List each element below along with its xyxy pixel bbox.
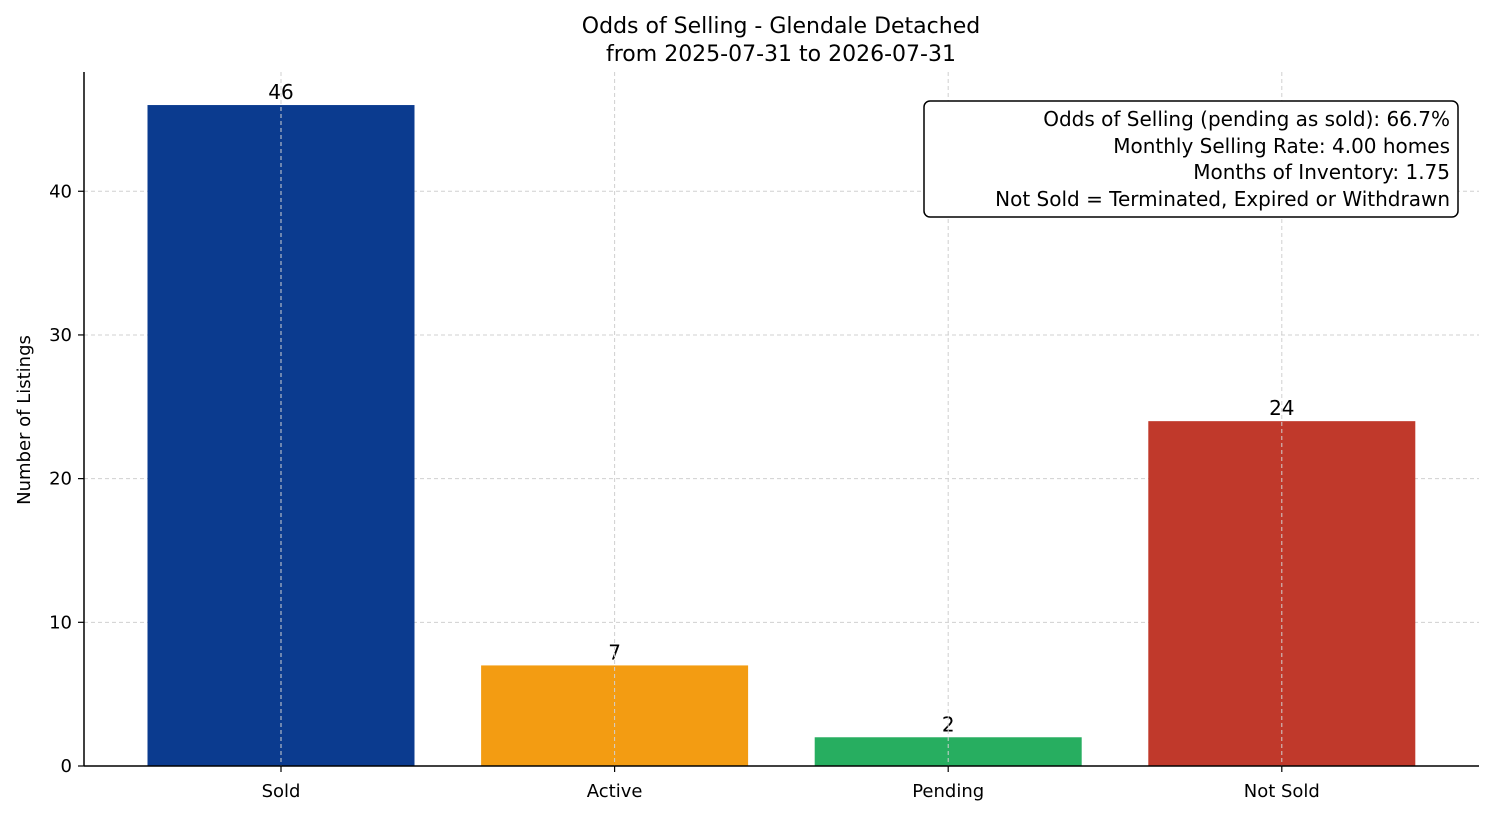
chart-subtitle: from 2025-07-31 to 2026-07-31 [606,42,956,67]
annotation-line: Odds of Selling (pending as sold): 66.7% [1043,107,1450,131]
y-tick-label: 0 [61,756,72,777]
x-tick-label: Not Sold [1244,781,1320,802]
bar-value-label: 7 [608,640,621,664]
bar [147,105,415,767]
y-tick-label: 10 [49,612,72,633]
chart-title: Odds of Selling - Glendale Detached [582,14,980,39]
x-tick-label: Active [587,781,643,802]
annotation-line: Not Sold = Terminated, Expired or Withdr… [995,187,1450,211]
annotation-line: Monthly Selling Rate: 4.00 homes [1113,134,1450,158]
y-tick-label: 30 [49,325,72,346]
y-tick-label: 40 [49,181,72,202]
annotation-line: Months of Inventory: 1.75 [1193,160,1450,184]
annotation-frame [923,100,1459,218]
x-tick-label: Sold [262,781,301,802]
axes-layer: 0 10 20 30 40 Sold Active Pending Not Sold [49,72,1479,802]
annotation-box: Odds of Selling (pending as sold): 66.7%… [923,100,1459,218]
y-tick-label: 20 [49,469,72,490]
y-axis-label: Number of Listings [14,335,35,505]
x-tick-label: Pending [912,781,984,802]
bar [481,665,749,766]
